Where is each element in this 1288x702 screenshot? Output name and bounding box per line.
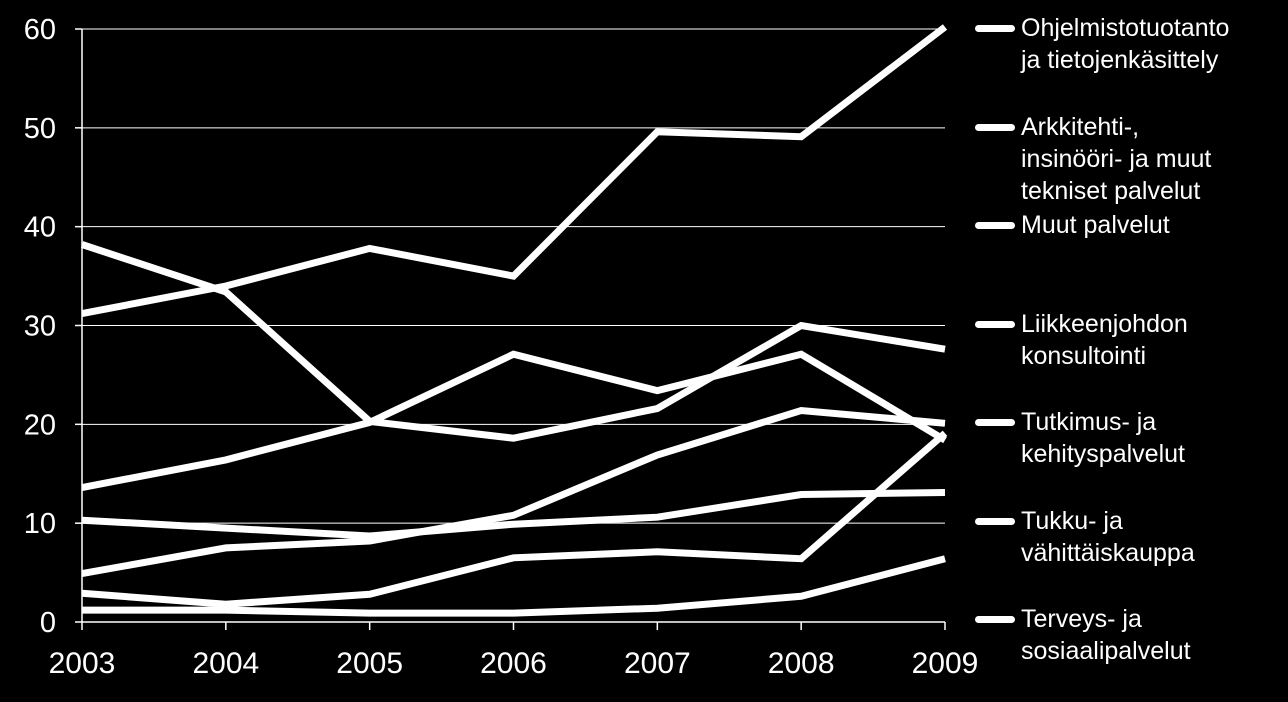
y-tick-label: 0 xyxy=(40,607,56,639)
series-line-6 xyxy=(82,555,946,617)
x-tick-label: 2008 xyxy=(768,647,835,680)
legend-swatch xyxy=(975,124,1015,131)
series-line-5 xyxy=(81,430,948,608)
legend-swatch xyxy=(975,222,1015,229)
legend-label: Tutkimus- ja kehityspalvelut xyxy=(1021,408,1185,468)
y-tick-label: 60 xyxy=(24,14,56,46)
x-tick-label: 2007 xyxy=(624,647,691,680)
series-line-2 xyxy=(81,350,947,492)
series-line-4 xyxy=(81,489,946,540)
legend-swatch xyxy=(975,419,1015,426)
series-line-0 xyxy=(81,24,948,318)
x-tick-label: 2003 xyxy=(49,647,116,680)
legend-label: Liikkeenjohdon konsultointi xyxy=(1021,310,1188,370)
x-tick-label: 2009 xyxy=(912,647,979,680)
x-tick-label: 2006 xyxy=(480,647,547,680)
y-tick-label: 10 xyxy=(24,508,56,540)
legend: Ohjelmistotuotanto ja tietojenkäsittely … xyxy=(975,0,1275,702)
x-tick-label: 2004 xyxy=(192,647,259,680)
legend-label: Muut palvelut xyxy=(1021,211,1170,239)
legend-swatch xyxy=(975,321,1015,328)
y-tick-label: 40 xyxy=(24,212,56,244)
legend-label: Terveys- ja sosiaalipalvelut xyxy=(1021,605,1191,665)
legend-label: Tukku- ja vähittäiskauppa xyxy=(1021,507,1195,567)
legend-swatch xyxy=(975,25,1015,32)
legend-label: Ohjelmistotuotanto ja tietojenkäsittely xyxy=(1021,14,1230,74)
series-line-1 xyxy=(80,241,946,442)
y-tick-label: 20 xyxy=(24,409,56,441)
y-tick-label: 50 xyxy=(24,113,56,145)
y-tick-label: 30 xyxy=(24,311,56,343)
legend-swatch xyxy=(975,616,1015,623)
legend-label: Arkkitehti-, insinööri- ja muut tekniset… xyxy=(1021,113,1212,205)
legend-swatch xyxy=(975,518,1015,525)
x-tick-label: 2005 xyxy=(336,647,403,680)
series-line-3 xyxy=(81,406,946,578)
